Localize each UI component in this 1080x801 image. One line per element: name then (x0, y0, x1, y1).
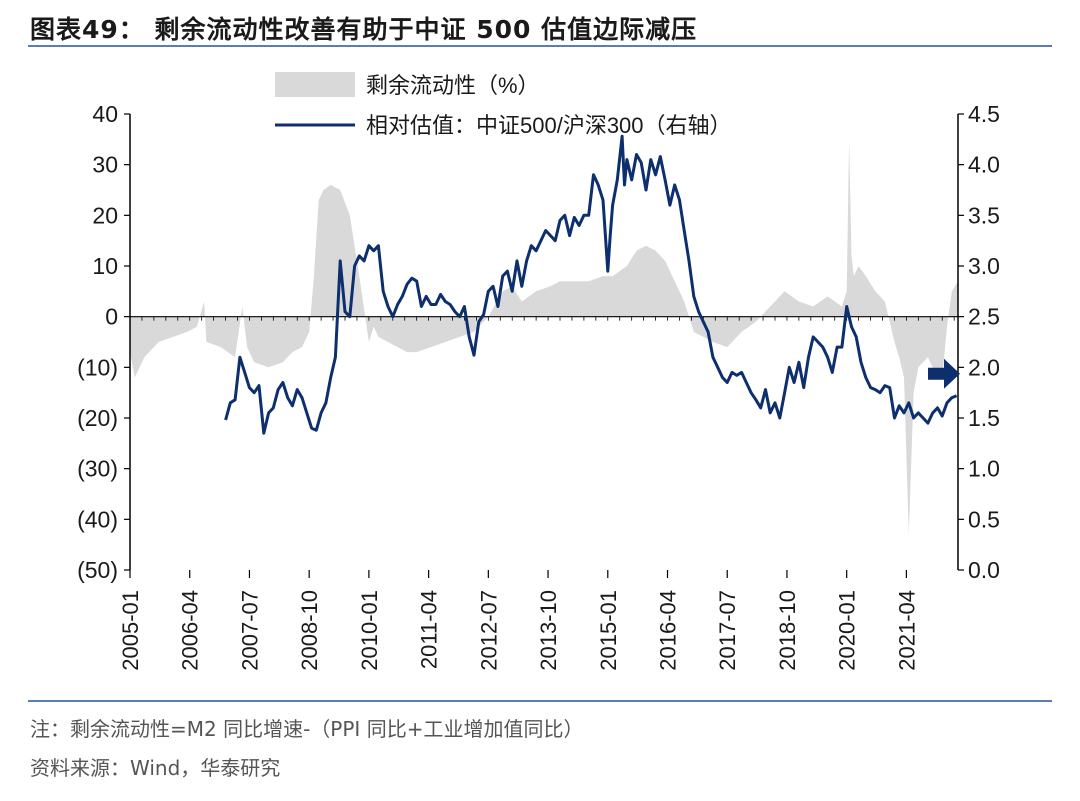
x-tick-label: 2012-07 (476, 590, 501, 671)
valuation-line-layer (224, 134, 958, 435)
right-tick-label: 0.5 (968, 506, 1000, 532)
right-tick-label: 4.0 (968, 152, 1000, 178)
liquidity-area-layer (130, 139, 958, 535)
left-tick-label: 20 (92, 202, 118, 228)
bottom-divider (28, 700, 1052, 702)
left-tick-label: 0 (105, 304, 118, 330)
legend: 剩余流动性（%） 相对估值：中证500/沪深300（右轴） (275, 72, 732, 138)
x-tick-label: 2015-01 (596, 590, 621, 671)
chart-svg: 40 30 20 10 0 (10) (20) (30) (40) (50) 4.5 4.0 3.5 3.… (77, 72, 1000, 671)
right-tick-label: 3.5 (968, 202, 1000, 228)
left-tick-label: 30 (92, 152, 118, 178)
x-tick-label: 2006-04 (178, 590, 203, 671)
x-tick-label: 2021-04 (894, 590, 919, 671)
valuation-line (224, 134, 958, 435)
legend-label-liquidity: 剩余流动性（%） (366, 73, 540, 98)
x-tick-label: 2007-07 (237, 590, 262, 671)
axes-layer: 40 30 20 10 0 (10) (20) (30) (40) (50) 4.5 4.0 3.5 3.… (77, 101, 1000, 671)
liquidity-area (130, 139, 958, 535)
chart-source: 资料来源：Wind，华泰研究 (30, 756, 281, 780)
legend-label-valuation: 相对估值：中证500/沪深300（右轴） (366, 113, 732, 138)
right-tick-label: 4.5 (968, 101, 1000, 127)
annotation-layer (928, 358, 960, 389)
arrow-icon (928, 358, 960, 389)
right-tick-label: 1.0 (968, 456, 1000, 482)
top-divider (28, 45, 1052, 47)
left-tick-label: (50) (77, 557, 118, 583)
x-tick-label: 2016-04 (656, 590, 681, 671)
right-tick-label: 0.0 (968, 557, 1000, 583)
right-tick-label: 1.5 (968, 405, 1000, 431)
right-tick-label: 3.0 (968, 253, 1000, 279)
left-tick-label: 10 (92, 253, 118, 279)
x-tick-label: 2020-01 (835, 590, 860, 671)
chart-note: 注：剩余流动性=M2 同比增速-（PPI 同比+工业增加值同比） (30, 717, 584, 741)
right-tick-label: 2.5 (968, 304, 1000, 330)
left-tick-label: 40 (92, 101, 118, 127)
left-tick-label: (20) (77, 405, 118, 431)
left-tick-label: (40) (77, 506, 118, 532)
x-tick-label: 2017-07 (715, 590, 740, 671)
left-tick-label: (10) (77, 354, 118, 380)
x-tick-label: 2008-10 (297, 590, 322, 671)
x-tick-label: 2011-04 (417, 590, 442, 669)
right-tick-label: 2.0 (968, 354, 1000, 380)
x-tick-label: 2010-01 (357, 590, 382, 671)
x-tick-label: 2013-10 (536, 590, 561, 671)
chart-title: 图表49： 剩余流动性改善有助于中证 500 估值边际减压 (30, 15, 698, 44)
left-tick-label: (30) (77, 456, 118, 482)
x-tick-label: 2005-01 (118, 590, 143, 671)
legend-swatch-liquidity (275, 72, 355, 97)
x-tick-label: 2018-10 (775, 590, 800, 671)
